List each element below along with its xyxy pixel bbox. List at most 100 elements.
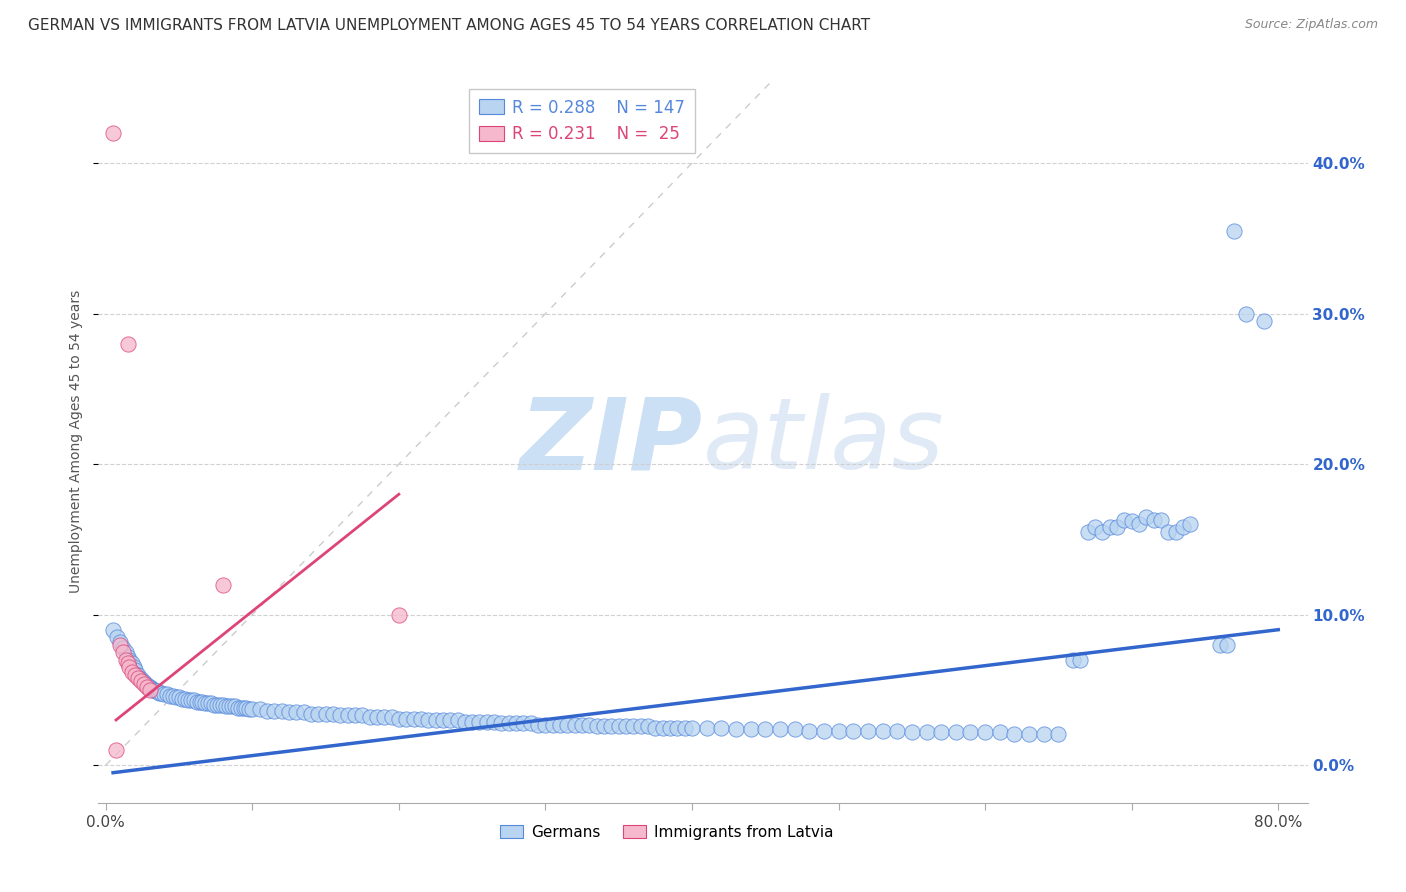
Point	[186, 695, 208, 709]
Point	[1091, 524, 1114, 539]
Point	[142, 682, 165, 697]
Point	[209, 698, 232, 712]
Point	[352, 708, 374, 723]
Point	[1128, 517, 1150, 532]
Point	[122, 660, 145, 674]
Point	[127, 668, 149, 682]
Point	[125, 668, 148, 682]
Point	[432, 713, 454, 727]
Point	[141, 681, 163, 696]
Point	[740, 722, 762, 736]
Point	[224, 699, 246, 714]
Point	[329, 708, 352, 723]
Point	[115, 645, 138, 659]
Point	[194, 697, 217, 711]
Point	[299, 706, 322, 721]
Point	[842, 723, 865, 738]
Point	[799, 723, 821, 738]
Point	[388, 712, 411, 726]
Point	[112, 645, 135, 659]
Point	[249, 702, 271, 716]
Point	[548, 717, 571, 731]
Point	[614, 719, 637, 733]
Point	[215, 699, 238, 714]
Point	[1098, 520, 1121, 534]
Point	[200, 697, 222, 711]
Text: GERMAN VS IMMIGRANTS FROM LATVIA UNEMPLOYMENT AMONG AGES 45 TO 54 YEARS CORRELAT: GERMAN VS IMMIGRANTS FROM LATVIA UNEMPLO…	[28, 18, 870, 33]
Point	[278, 706, 301, 720]
Point	[240, 702, 263, 716]
Point	[263, 704, 285, 718]
Point	[395, 712, 418, 726]
Point	[343, 708, 366, 723]
Point	[564, 717, 586, 731]
Point	[232, 701, 254, 715]
Point	[134, 677, 156, 691]
Point	[129, 673, 152, 688]
Point	[468, 714, 491, 729]
Point	[724, 722, 747, 736]
Point	[124, 664, 146, 678]
Point	[191, 695, 214, 709]
Point	[681, 721, 703, 735]
Point	[212, 698, 235, 712]
Legend: Germans, Immigrants from Latvia: Germans, Immigrants from Latvia	[494, 819, 839, 846]
Point	[205, 698, 228, 712]
Point	[112, 640, 135, 655]
Point	[1004, 726, 1026, 740]
Point	[585, 719, 607, 733]
Point	[491, 716, 513, 731]
Point	[409, 712, 432, 726]
Point	[856, 723, 879, 738]
Point	[1157, 524, 1180, 539]
Point	[1208, 638, 1230, 652]
Point	[131, 673, 153, 688]
Point	[505, 716, 527, 731]
Point	[651, 721, 673, 735]
Point	[557, 717, 579, 731]
Point	[1121, 514, 1143, 528]
Point	[461, 714, 484, 729]
Point	[132, 675, 155, 690]
Point	[527, 717, 550, 731]
Point	[498, 716, 520, 731]
Point	[177, 693, 200, 707]
Point	[578, 717, 600, 731]
Point	[101, 623, 124, 637]
Point	[148, 686, 170, 700]
Point	[153, 687, 176, 701]
Point	[388, 607, 411, 622]
Point	[118, 660, 141, 674]
Point	[101, 126, 124, 140]
Point	[117, 649, 139, 664]
Point	[132, 677, 155, 691]
Point	[359, 710, 381, 724]
Point	[1077, 524, 1099, 539]
Text: Source: ZipAtlas.com: Source: ZipAtlas.com	[1244, 18, 1378, 31]
Point	[1018, 726, 1040, 740]
Point	[150, 686, 173, 700]
Point	[235, 701, 257, 715]
Point	[988, 725, 1011, 739]
Point	[621, 719, 644, 733]
Point	[212, 577, 235, 591]
Point	[1135, 509, 1157, 524]
Point	[202, 698, 225, 712]
Point	[454, 714, 477, 729]
Point	[226, 701, 249, 715]
Point	[666, 721, 689, 735]
Point	[238, 702, 260, 716]
Point	[146, 684, 169, 698]
Point	[373, 710, 395, 724]
Point	[541, 717, 564, 731]
Point	[221, 699, 243, 714]
Point	[600, 719, 623, 733]
Point	[180, 693, 202, 707]
Point	[418, 713, 440, 727]
Point	[630, 719, 652, 733]
Point	[167, 690, 190, 705]
Point	[1114, 513, 1136, 527]
Point	[336, 708, 359, 723]
Point	[159, 689, 181, 703]
Point	[1143, 513, 1166, 527]
